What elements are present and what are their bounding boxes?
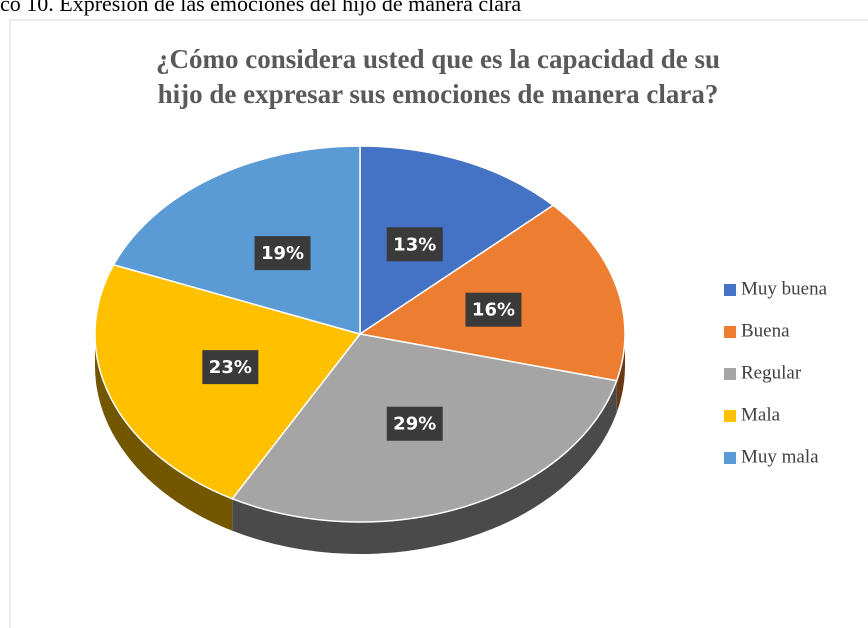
slice [112,145,361,335]
slice [359,145,555,336]
data-label: 16% [472,300,515,321]
legend-swatch [724,368,736,380]
legend-label: Mala [741,404,781,425]
data-label-box [386,406,443,441]
chart-title: hijo de expresar sus emociones de manera… [158,79,719,109]
data-label-box [202,350,259,385]
caption: co 10. Expresión de las emociones del hi… [0,0,521,16]
slice-side [95,334,233,531]
legend-label: Buena [741,320,790,341]
data-label: 19% [261,243,304,264]
legend-swatch [724,410,736,422]
data-label-box [386,227,443,262]
legend-swatch [724,284,736,296]
chart-title: ¿Cómo considera usted que es la capacida… [156,44,720,74]
data-label: 23% [209,357,252,378]
data-label-box [254,236,311,271]
legend-label: Muy mala [741,446,819,467]
legend-swatch [724,326,736,338]
data-label: 13% [393,234,436,255]
legend-swatch [724,452,736,464]
slice-side [616,334,625,413]
data-label-box [465,292,522,327]
data-label: 29% [393,414,436,435]
slice-side [232,380,617,554]
legend-label: Muy buena [741,278,828,299]
legend-label: Regular [741,362,802,383]
